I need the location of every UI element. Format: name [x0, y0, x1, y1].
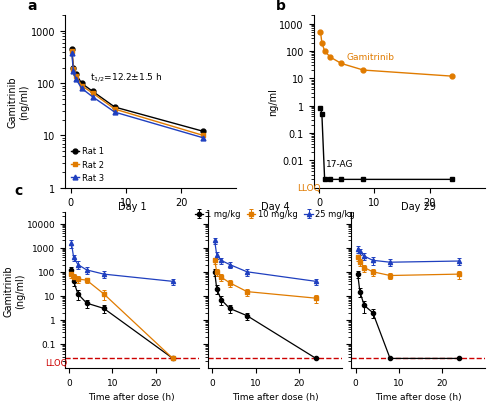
Rat 3	[69, 52, 75, 56]
Text: 17-AG: 17-AG	[326, 160, 353, 169]
Text: b: b	[276, 0, 285, 13]
Legend: 1 mg/kg, 10 mg/kg, 25 mg/kg: 1 mg/kg, 10 mg/kg, 25 mg/kg	[192, 207, 358, 222]
Rat 1	[73, 72, 79, 77]
Title: Day 29: Day 29	[400, 202, 436, 212]
Text: Gamitrinib: Gamitrinib	[347, 53, 395, 62]
Legend: Rat 1, Rat 2, Rat 3: Rat 1, Rat 2, Rat 3	[69, 146, 106, 184]
Title: Day 4: Day 4	[260, 202, 290, 212]
Rat 1	[90, 90, 96, 94]
X-axis label: Time after dose (h): Time after dose (h)	[88, 392, 175, 401]
Text: c: c	[14, 183, 22, 197]
Line: Rat 1: Rat 1	[70, 47, 205, 135]
Rat 3	[90, 95, 96, 100]
Rat 3	[73, 77, 79, 82]
Y-axis label: Gamitrinib
(ng/ml): Gamitrinib (ng/ml)	[8, 76, 30, 128]
Text: t$_{1/2}$=12.2±1.5 h: t$_{1/2}$=12.2±1.5 h	[90, 71, 162, 84]
Rat 2	[69, 49, 75, 54]
X-axis label: Time after dose (h): Time after dose (h)	[232, 392, 318, 401]
Line: Rat 2: Rat 2	[70, 49, 205, 139]
Text: a: a	[28, 0, 37, 13]
Text: LLOQ: LLOQ	[46, 358, 68, 367]
X-axis label: Time after dose (h): Time after dose (h)	[375, 392, 462, 401]
Rat 1	[112, 106, 118, 110]
Text: LLOQ: LLOQ	[297, 184, 320, 193]
Title: Day 1: Day 1	[118, 202, 146, 212]
Rat 1	[78, 82, 84, 87]
Y-axis label: ng/ml: ng/ml	[268, 88, 278, 116]
Rat 1	[69, 47, 75, 52]
Rat 2	[200, 134, 206, 139]
Rat 2	[78, 84, 84, 89]
Rat 2	[70, 67, 76, 72]
X-axis label: Time (h): Time (h)	[130, 213, 171, 223]
Rat 1	[200, 130, 206, 135]
Y-axis label: Gamitrinib
(ng/ml): Gamitrinib (ng/ml)	[4, 265, 25, 316]
Rat 2	[73, 74, 79, 79]
Rat 3	[112, 110, 118, 115]
Rat 2	[112, 107, 118, 112]
Rat 3	[70, 70, 76, 74]
Rat 3	[200, 136, 206, 141]
Rat 1	[70, 66, 76, 71]
Line: Rat 3: Rat 3	[70, 52, 205, 141]
X-axis label: Time (h): Time (h)	[379, 213, 420, 223]
Rat 2	[90, 91, 96, 96]
Rat 3	[78, 87, 84, 92]
